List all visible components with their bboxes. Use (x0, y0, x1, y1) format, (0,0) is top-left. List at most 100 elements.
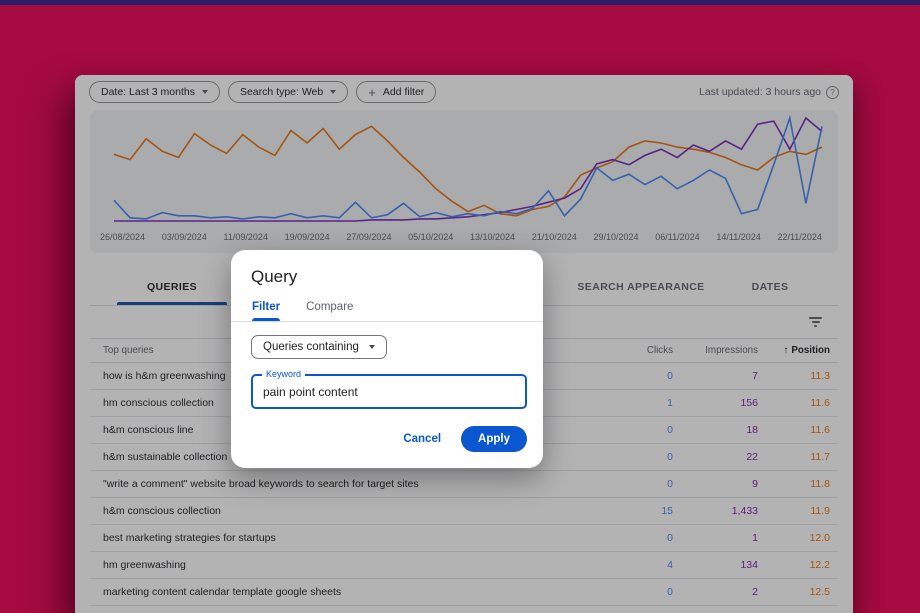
keyword-field-wrapper: Keyword (251, 369, 527, 409)
x-axis-label: 27/09/2024 (346, 232, 392, 242)
position-cell: 12.5 (809, 586, 830, 598)
series-position (113, 125, 823, 217)
x-axis-label: 03/09/2024 (161, 232, 207, 242)
query-cell: best marketing strategies for startups (103, 532, 276, 544)
keyword-input[interactable] (263, 385, 515, 399)
dialog-title: Query (251, 267, 298, 286)
performance-chart-card: 26/08/2024 03/09/2024 11/09/2024 19/09/2024… (90, 110, 838, 253)
clicks-cell: 0 (667, 370, 673, 382)
impressions-cell: 22 (746, 451, 758, 463)
filter-list-icon[interactable] (805, 313, 826, 331)
x-axis-label: 21/10/2024 (531, 232, 577, 242)
impressions-cell: 7 (752, 370, 758, 382)
table-row[interactable]: h&m sustainable collection 0 22 11.7 (90, 444, 838, 471)
position-cell: 11.8 (810, 478, 830, 490)
clicks-cell: 0 (667, 586, 673, 598)
add-filter-chip[interactable]: + Add filter (356, 81, 437, 103)
column-header-position[interactable]: ↑ Position (783, 345, 830, 356)
position-cell: 11.7 (810, 451, 830, 463)
dialog-tabs: Filter Compare (231, 301, 543, 322)
table-row[interactable]: "write a comment" website broad keywords… (90, 471, 838, 498)
search-type-label: Search type: Web (239, 86, 324, 98)
browser-top-strip (0, 0, 920, 5)
tab-search-appearance-label: SEARCH APPEARANCE (577, 280, 705, 293)
query-cell: "write a comment" website broad keywords… (103, 478, 419, 490)
impressions-cell: 2 (752, 586, 758, 598)
x-axis-label: 22/11/2024 (777, 232, 822, 242)
query-cell: h&m conscious collection (103, 505, 221, 517)
clicks-cell: 15 (661, 505, 673, 517)
chart-x-axis-labels: 26/08/2024 03/09/2024 11/09/2024 19/09/2024… (90, 228, 838, 242)
x-axis-label: 19/09/2024 (284, 232, 330, 242)
clicks-cell: 0 (667, 478, 673, 490)
filters-toolbar: Date: Last 3 months Search type: Web + A… (75, 75, 853, 109)
impressions-cell: 1 (752, 532, 758, 544)
add-filter-label: Add filter (382, 86, 425, 98)
x-axis-label: 11/09/2024 (223, 232, 268, 242)
clicks-cell: 4 (667, 559, 673, 571)
tab-dates[interactable]: DATES (730, 268, 810, 305)
date-filter-chip[interactable]: Date: Last 3 months (89, 81, 220, 103)
impressions-cell: 1,433 (731, 505, 758, 517)
help-icon[interactable]: ? (826, 85, 839, 99)
query-filter-dialog: Query Filter Compare Queries containing … (231, 250, 543, 468)
apply-button[interactable]: Apply (461, 426, 527, 452)
query-cell: hm conscious collection (103, 397, 214, 409)
impressions-cell: 134 (740, 559, 758, 571)
table-row[interactable]: hm greenwashing 4 134 12.2 (90, 552, 838, 579)
x-axis-label: 05/10/2024 (408, 232, 454, 242)
last-updated-area: Last updated: 3 hours ago ? (698, 85, 839, 99)
table-row[interactable]: h&m conscious collection 15 1,433 11.9 (90, 498, 838, 525)
position-cell: 12.0 (809, 532, 830, 544)
tab-search-appearance[interactable]: SEARCH APPEARANCE (566, 268, 716, 305)
series-impressions (114, 116, 823, 222)
x-axis-label: 29/10/2024 (593, 232, 639, 242)
query-condition-dropdown[interactable]: Queries containing (251, 335, 387, 359)
query-cell: h&m conscious line (103, 424, 194, 436)
query-cell: marketing content calendar template goog… (103, 586, 342, 598)
x-axis-label: 13/10/2024 (469, 232, 515, 242)
tab-dates-label: DATES (751, 280, 789, 293)
performance-line-chart (113, 114, 823, 222)
last-updated-text: Last updated: 3 hours ago (698, 86, 821, 98)
query-cell: h&m sustainable collection (103, 451, 228, 463)
search-type-filter-chip[interactable]: Search type: Web (227, 81, 349, 103)
clicks-cell: 1 (667, 397, 673, 409)
position-cell: 12.2 (809, 559, 830, 571)
chevron-down-icon (330, 90, 337, 94)
column-header-impressions[interactable]: Impressions (705, 345, 758, 356)
query-cell: hm greenwashing (103, 559, 186, 571)
query-condition-value: Queries containing (263, 341, 359, 353)
dialog-tab-filter[interactable]: Filter (252, 301, 281, 321)
clicks-cell: 0 (667, 451, 673, 463)
position-cell: 11.6 (810, 397, 830, 409)
plus-icon: + (368, 84, 376, 100)
table-row[interactable]: best marketing strategies for startups 0 1… (90, 525, 838, 552)
tab-queries-label: QUERIES (146, 280, 198, 293)
dialog-tab-compare[interactable]: Compare (306, 301, 354, 313)
query-cell: how is h&m greenwashing (103, 370, 226, 382)
cancel-button[interactable]: Cancel (403, 433, 442, 445)
date-filter-label: Date: Last 3 months (101, 86, 195, 98)
impressions-cell: 9 (752, 478, 758, 490)
chevron-down-icon (368, 345, 375, 349)
table-row[interactable]: marketing content calendar template goog… (90, 579, 838, 606)
position-cell: 11.3 (810, 370, 830, 382)
tab-queries[interactable]: QUERIES (117, 268, 227, 305)
impressions-cell: 18 (746, 424, 758, 436)
clicks-cell: 0 (667, 532, 673, 544)
impressions-cell: 156 (740, 397, 758, 409)
column-header-clicks[interactable]: Clicks (646, 345, 673, 356)
dialog-actions: Cancel Apply (251, 426, 527, 452)
clicks-cell: 0 (667, 424, 673, 436)
position-cell: 11.6 (810, 424, 830, 436)
chevron-down-icon (201, 90, 208, 94)
position-cell: 11.9 (810, 505, 830, 517)
x-axis-label: 14/11/2024 (716, 232, 761, 242)
x-axis-label: 26/08/2024 (100, 232, 146, 242)
x-axis-label: 06/11/2024 (655, 232, 700, 242)
sort-ascending-icon: ↑ (783, 345, 789, 356)
series-clicks (113, 114, 823, 220)
keyword-field-label: Keyword (262, 369, 306, 379)
column-header-top-queries[interactable]: Top queries (103, 345, 154, 356)
